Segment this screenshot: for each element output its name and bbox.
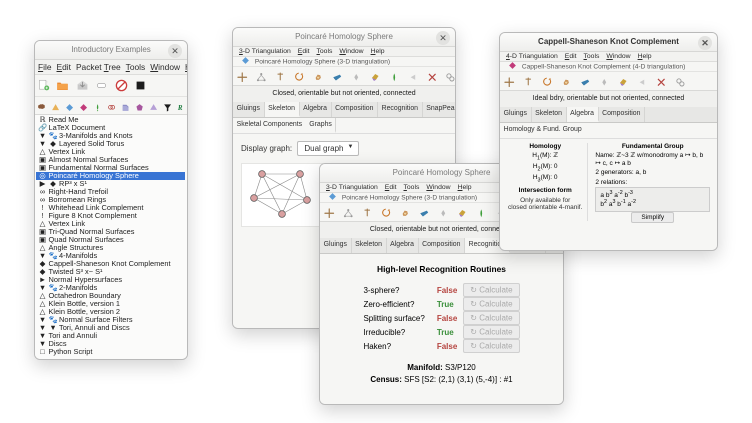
svg-text:R: R — [177, 105, 183, 112]
